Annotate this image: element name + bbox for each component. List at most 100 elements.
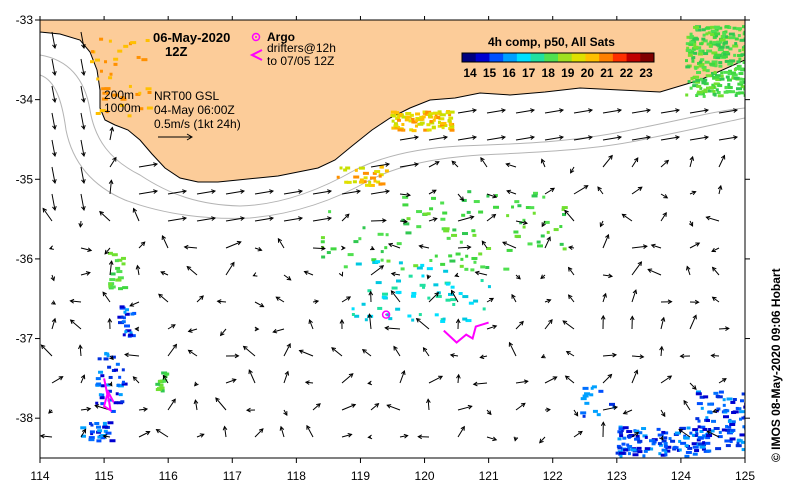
current-arrow [80, 429, 87, 438]
current-arrowhead [234, 353, 240, 359]
sst-pixel [690, 76, 694, 80]
sst-pixel [116, 270, 123, 274]
current-arrow [138, 190, 158, 195]
sst-pixel [115, 266, 121, 270]
current-arrow [399, 370, 405, 384]
sst-pixel [420, 263, 425, 267]
current-arrow [309, 319, 314, 330]
sst-pixel [660, 453, 666, 457]
sst-pixel [637, 431, 643, 435]
current-arrow [602, 354, 617, 357]
sst-pixel [429, 258, 433, 262]
current-arrow [419, 245, 430, 249]
sst-pixel [694, 449, 700, 453]
sst-pixel [401, 122, 405, 126]
current-arrowhead [691, 190, 697, 196]
sst-pixel [494, 194, 498, 198]
sst-pixel [362, 226, 366, 230]
sst-pixel [462, 317, 468, 321]
sst-pixel [449, 128, 455, 132]
current-arrowhead [588, 135, 594, 140]
current-arrowhead [384, 325, 390, 331]
sst-pixel [729, 440, 733, 444]
sst-pixel [406, 217, 411, 221]
current-arrow [416, 318, 430, 330]
sst-pixel [732, 398, 737, 402]
sst-pixel [461, 198, 467, 202]
sst-pixel [612, 405, 616, 409]
current-arrow [515, 380, 528, 384]
colorbar-tick-label: 21 [600, 66, 614, 80]
current-arrowhead [550, 187, 556, 193]
current-arrow [602, 374, 612, 384]
sst-pixel [411, 318, 415, 322]
current-arrowhead [108, 179, 114, 185]
sst-pixel [731, 420, 736, 424]
current-arrow [167, 398, 176, 411]
current-arrow [138, 431, 150, 438]
sst-pixel [162, 379, 167, 383]
current-arrowhead [390, 290, 396, 295]
x-tick-label: 125 [735, 469, 755, 483]
scale-arrow [158, 133, 193, 141]
sst-pixel [90, 432, 94, 436]
current-arrowhead [211, 216, 217, 221]
current-arrowhead [637, 186, 643, 192]
current-arrow [225, 262, 235, 276]
current-arrowhead [417, 434, 423, 440]
current-arrow [544, 236, 551, 249]
sst-pixel [736, 439, 743, 443]
current-arrowhead [286, 276, 292, 281]
sst-pixel [135, 92, 141, 96]
current-arrow [370, 265, 384, 276]
sst-pixel [345, 166, 351, 170]
sst-pixel [561, 206, 568, 210]
current-arrowhead [570, 168, 575, 174]
sst-pixel [656, 427, 661, 431]
sst-pixel [619, 454, 623, 458]
sst-pixel [698, 49, 703, 53]
current-arrow [80, 408, 91, 411]
sst-pixel [395, 126, 401, 130]
current-arrowhead [339, 318, 345, 324]
sst-pixel [649, 439, 656, 443]
sst-pixel [432, 118, 436, 122]
sst-pixel [715, 447, 722, 451]
sst-pixel [540, 234, 545, 238]
sst-pixel [378, 174, 382, 178]
sst-pixel [412, 120, 416, 124]
sst-pixel [702, 68, 707, 72]
current-arrowhead [78, 222, 84, 228]
current-arrowhead [52, 206, 57, 212]
sst-pixel [691, 59, 695, 63]
sst-pixel [738, 72, 744, 76]
current-arrowhead [472, 381, 478, 387]
sst-pixel [701, 49, 705, 53]
sst-pixel [122, 333, 126, 337]
sst-pixel [99, 109, 106, 113]
current-arrow [51, 318, 56, 330]
sst-pixel [109, 72, 113, 76]
sst-pixel [713, 55, 717, 59]
current-arrowhead [634, 157, 639, 163]
sst-pixel [701, 78, 708, 82]
sst-pixel [618, 427, 625, 431]
sst-pixel [684, 444, 689, 448]
current-arrowhead [459, 196, 465, 202]
current-arrowhead [472, 135, 478, 140]
current-arrow [486, 325, 497, 330]
sst-pixel [358, 180, 364, 184]
current-arrowhead [193, 399, 199, 405]
sst-pixel [688, 42, 694, 46]
current-arrowhead [248, 369, 253, 375]
sst-pixel [743, 25, 745, 29]
sst-pixel [418, 313, 422, 317]
current-arrowhead [646, 135, 652, 140]
current-arrowhead [733, 108, 739, 113]
current-arrowhead [663, 194, 669, 199]
current-arrow [399, 136, 419, 141]
current-arrowhead [382, 218, 387, 223]
sst-pixel [723, 52, 727, 56]
current-arrowhead [562, 320, 568, 325]
current-arrowhead [42, 207, 47, 213]
